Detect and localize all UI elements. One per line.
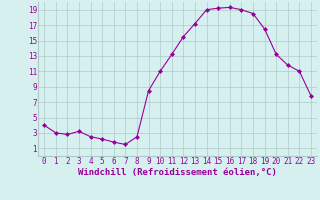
X-axis label: Windchill (Refroidissement éolien,°C): Windchill (Refroidissement éolien,°C)	[78, 168, 277, 177]
